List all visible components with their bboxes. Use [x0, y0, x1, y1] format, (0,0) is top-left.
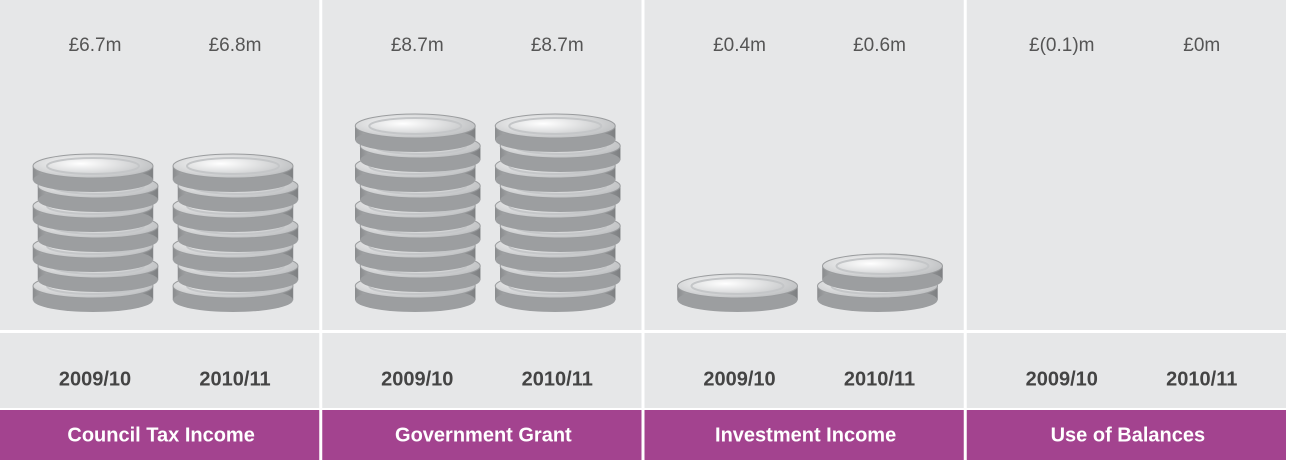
coin-rim	[186, 157, 280, 175]
coin-rim	[690, 277, 785, 295]
coin-stack	[677, 273, 798, 312]
value-label: £6.8m	[209, 35, 262, 56]
coin-rim	[46, 157, 140, 175]
coin-rim	[368, 117, 463, 135]
value-label: £0.4m	[713, 35, 766, 56]
panel-bottom	[0, 333, 320, 408]
coin-rim	[835, 257, 930, 275]
value-label: £0.6m	[853, 35, 906, 56]
title-band	[322, 410, 642, 460]
group-title: Council Tax Income	[67, 424, 254, 446]
title-band	[966, 410, 1286, 460]
coin-stack	[32, 153, 159, 312]
group-title: Use of Balances	[1051, 424, 1206, 446]
year-label: 2010/11	[522, 368, 593, 390]
panel-top	[966, 0, 1286, 330]
year-label: 2010/11	[199, 368, 270, 390]
panel-bottom	[644, 333, 964, 408]
coin-rim	[508, 117, 603, 135]
value-label: £8.7m	[391, 35, 444, 56]
panel-bottom	[966, 333, 1286, 408]
group-title: Investment Income	[715, 424, 896, 446]
year-label: 2009/10	[59, 368, 131, 390]
panel-bottom	[322, 333, 642, 408]
year-label: 2009/10	[1026, 368, 1098, 390]
value-label: £6.7m	[69, 35, 122, 56]
value-label: £0m	[1183, 35, 1220, 56]
coin-stack	[172, 153, 299, 312]
value-label: £8.7m	[531, 35, 584, 56]
coin-stack	[494, 113, 621, 312]
year-label: 2010/11	[844, 368, 915, 390]
title-band	[0, 410, 320, 460]
year-label: 2010/11	[1166, 368, 1237, 390]
group-title: Government Grant	[395, 424, 572, 446]
coin-stack	[817, 253, 943, 312]
title-band	[644, 410, 964, 460]
value-label: £(0.1)m	[1029, 35, 1094, 56]
year-label: 2009/10	[381, 368, 453, 390]
coin-stack	[354, 113, 481, 312]
year-label: 2009/10	[703, 368, 775, 390]
